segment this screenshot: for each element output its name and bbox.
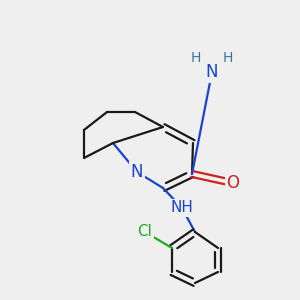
Text: H: H	[191, 51, 201, 65]
Text: N: N	[206, 63, 218, 81]
Text: NH: NH	[171, 200, 194, 215]
Text: H: H	[223, 51, 233, 65]
Text: Cl: Cl	[138, 224, 152, 239]
Text: O: O	[226, 174, 239, 192]
Text: N: N	[131, 163, 143, 181]
